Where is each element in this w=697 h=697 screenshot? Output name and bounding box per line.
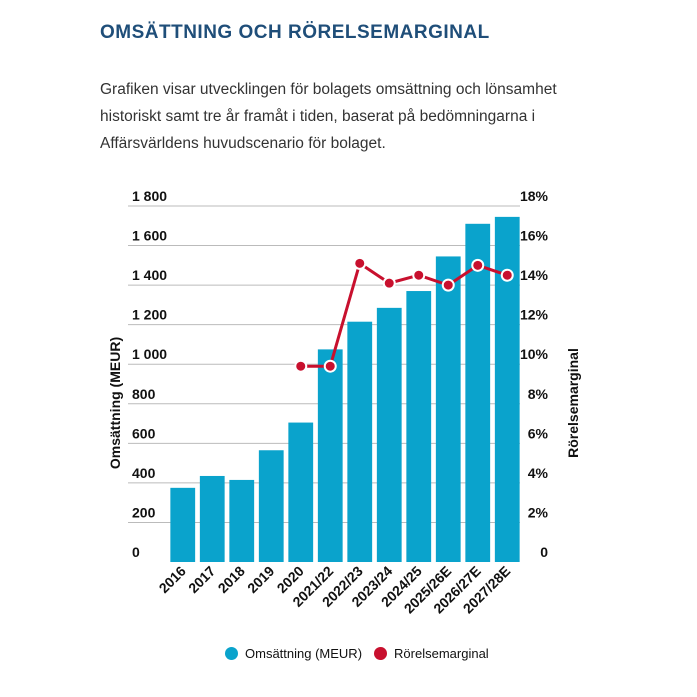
y2-tick-label: 14%	[520, 267, 549, 283]
legend-margin-swatch	[374, 647, 388, 660]
y2-tick-label: 0	[540, 544, 548, 560]
bar	[376, 307, 402, 562]
bar-series	[170, 216, 520, 563]
y2-tick-label: 6%	[528, 425, 549, 441]
bar	[435, 256, 461, 562]
y-tick-label: 1 400	[132, 267, 167, 283]
bar	[494, 216, 520, 562]
y-tick-label: 1 000	[132, 346, 167, 362]
chart-title: OMSÄTTNING OCH RÖRELSEMARGINAL	[100, 22, 490, 43]
y-tick-label: 200	[132, 504, 156, 520]
x-tick-label: 2016	[156, 563, 189, 596]
y-tick-label: 400	[132, 465, 156, 481]
y2-tick-label: 4%	[528, 465, 549, 481]
legend-revenue-swatch	[225, 647, 238, 660]
legend-revenue-label: Omsättning (MEUR)	[245, 646, 363, 661]
y2-tick-label: 12%	[520, 307, 549, 323]
bar	[347, 321, 373, 562]
bar	[199, 475, 225, 562]
x-tick-label: 2019	[244, 563, 277, 596]
bar	[229, 479, 255, 562]
y-tick-label: 0	[132, 544, 140, 560]
margin-point	[500, 268, 514, 282]
margin-point	[412, 268, 426, 282]
x-tick-label: 2017	[185, 563, 218, 596]
margin-line-series	[294, 256, 514, 373]
margin-point	[294, 359, 308, 373]
y-axis-label: Omsättning (MEUR)	[107, 337, 123, 469]
margin-point	[353, 256, 367, 270]
y2-tick-label: 16%	[520, 228, 549, 244]
bar	[258, 450, 284, 562]
y2-tick-label: 2%	[528, 504, 549, 520]
margin-point	[471, 258, 485, 272]
x-tick-label: 2018	[215, 563, 248, 596]
y-tick-label: 1 600	[132, 228, 167, 244]
bar	[170, 487, 196, 562]
legend-item-revenue: Omsättning (MEUR)	[225, 646, 362, 661]
margin-point	[441, 278, 455, 292]
y2-tick-label: 8%	[528, 386, 549, 402]
y2-axis-label: Rörelsemarginal	[565, 348, 581, 458]
bar	[317, 349, 343, 562]
bar	[406, 291, 432, 562]
chart-description: Grafiken visar utvecklingen för bolagets…	[100, 81, 557, 152]
bar	[288, 422, 314, 562]
legend: Omsättning (MEUR) Rörelsemarginal	[225, 646, 489, 661]
y-tick-label: 1 800	[132, 188, 167, 204]
margin-point	[382, 276, 396, 290]
legend-margin-label: Rörelsemarginal	[394, 646, 489, 661]
y-tick-label: 1 200	[132, 307, 167, 323]
y2-tick-label: 18%	[520, 188, 549, 204]
y-tick-label: 800	[132, 386, 156, 402]
y-tick-label: 600	[132, 425, 156, 441]
margin-point	[323, 359, 337, 373]
y2-tick-label: 10%	[520, 346, 549, 362]
bar	[465, 223, 491, 563]
legend-item-margin: Rörelsemarginal	[374, 646, 489, 661]
